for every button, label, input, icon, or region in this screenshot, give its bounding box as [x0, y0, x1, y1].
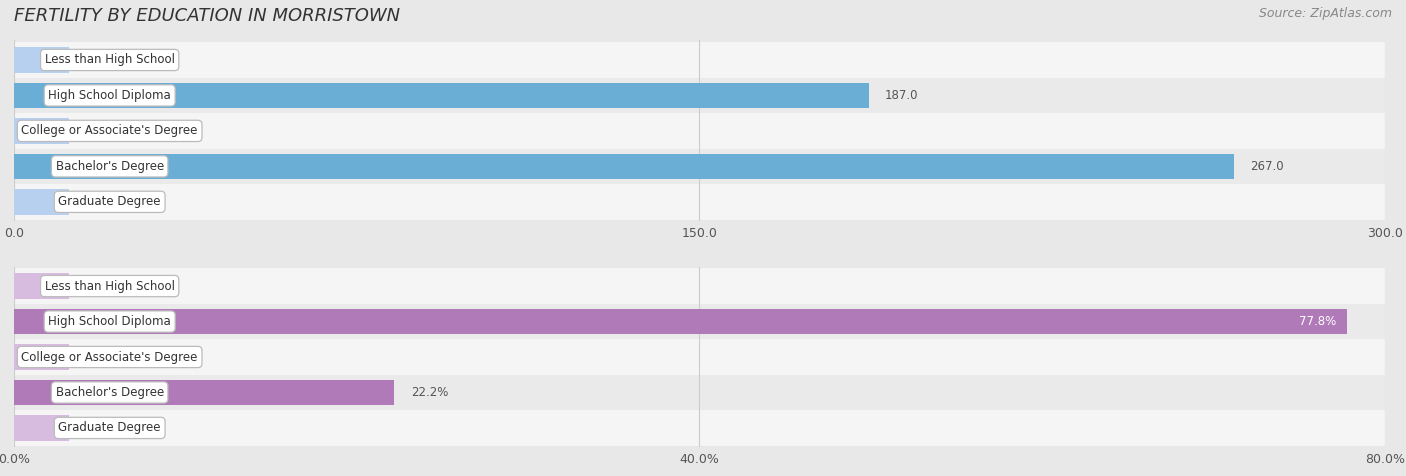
Text: 0.0%: 0.0% — [86, 279, 115, 293]
Text: 22.2%: 22.2% — [411, 386, 449, 399]
Text: 0.0%: 0.0% — [86, 421, 115, 435]
Text: Bachelor's Degree: Bachelor's Degree — [56, 160, 165, 173]
Bar — [14, 154, 1234, 179]
Text: 0.0: 0.0 — [86, 124, 104, 138]
Text: Bachelor's Degree: Bachelor's Degree — [56, 386, 165, 399]
Bar — [14, 189, 69, 215]
Bar — [14, 78, 1385, 113]
Text: High School Diploma: High School Diploma — [48, 89, 172, 102]
Bar — [14, 309, 1347, 334]
Bar — [14, 339, 1385, 375]
Bar — [14, 415, 69, 441]
Bar — [14, 113, 1385, 149]
Text: Less than High School: Less than High School — [45, 53, 174, 67]
Text: Source: ZipAtlas.com: Source: ZipAtlas.com — [1258, 7, 1392, 20]
Bar — [14, 410, 1385, 446]
Text: Graduate Degree: Graduate Degree — [59, 195, 160, 208]
Bar — [14, 304, 1385, 339]
Bar — [14, 380, 395, 405]
Bar — [14, 375, 1385, 410]
Bar — [14, 149, 1385, 184]
Text: 187.0: 187.0 — [884, 89, 918, 102]
Text: High School Diploma: High School Diploma — [48, 315, 172, 328]
Bar — [14, 273, 69, 299]
Text: 267.0: 267.0 — [1250, 160, 1284, 173]
Text: 0.0: 0.0 — [86, 53, 104, 67]
Bar — [14, 47, 69, 73]
Text: Less than High School: Less than High School — [45, 279, 174, 293]
Bar — [14, 268, 1385, 304]
Bar — [14, 184, 1385, 219]
Text: College or Associate's Degree: College or Associate's Degree — [21, 350, 198, 364]
Text: FERTILITY BY EDUCATION IN MORRISTOWN: FERTILITY BY EDUCATION IN MORRISTOWN — [14, 7, 401, 25]
Text: 77.8%: 77.8% — [1299, 315, 1336, 328]
Bar — [14, 344, 69, 370]
Text: 0.0: 0.0 — [86, 195, 104, 208]
Text: 0.0%: 0.0% — [86, 350, 115, 364]
Bar — [14, 118, 69, 144]
Bar — [14, 83, 869, 108]
Bar — [14, 42, 1385, 78]
Text: Graduate Degree: Graduate Degree — [59, 421, 160, 435]
Text: College or Associate's Degree: College or Associate's Degree — [21, 124, 198, 138]
